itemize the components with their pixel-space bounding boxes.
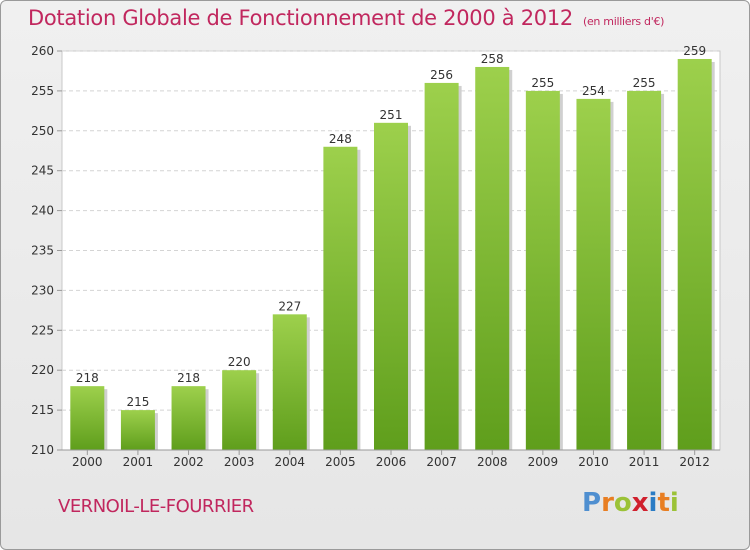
logo-letter: t	[657, 488, 670, 518]
bar	[323, 146, 358, 450]
y-tick-label: 250	[31, 124, 54, 138]
value-label: 248	[329, 132, 352, 146]
y-tick-label: 220	[31, 363, 54, 377]
x-axis-labels: 2000 2001 2002 2003 2004 2005 2006 2007 2008 2009…	[62, 449, 720, 469]
value-label: 215	[126, 395, 149, 409]
commune-name: VERNOIL-LE-FOURRIER	[58, 496, 254, 517]
x-tick-label: 2000	[72, 455, 103, 469]
bar	[627, 90, 662, 451]
proxiti-logo: Proxiti	[582, 488, 679, 518]
x-tick-label: 2012	[679, 455, 710, 469]
value-label: 258	[481, 52, 504, 66]
x-tick-label: 2004	[274, 455, 305, 469]
bar	[70, 386, 105, 450]
x-tick-label: 2003	[224, 455, 255, 469]
logo-letter: i	[648, 488, 658, 518]
bar	[525, 90, 560, 451]
x-tick-label: 2005	[325, 455, 356, 469]
y-tick-label: 235	[31, 244, 54, 258]
logo-letter: o	[613, 488, 632, 518]
chart-title: Dotation Globale de Fonctionnement de 20…	[28, 6, 664, 30]
bars	[70, 58, 715, 451]
x-tick-label: 2010	[578, 455, 609, 469]
bar	[171, 386, 206, 450]
y-axis-labels: 210 215 220 225 230 235 240 245 250 255 260	[31, 44, 54, 457]
logo-letter: r	[601, 488, 614, 518]
value-labels: 218 215 218 220 227 248 251 256 258 255 254 255 259	[76, 44, 706, 409]
value-label: 227	[278, 299, 301, 313]
value-label: 254	[582, 84, 605, 98]
y-tick-label: 225	[31, 323, 54, 337]
title-text: Dotation Globale de Fonctionnement de 20…	[28, 6, 573, 30]
logo-letter: P	[582, 488, 602, 518]
bar	[576, 98, 611, 450]
y-tick-label: 230	[31, 283, 54, 297]
value-label: 218	[177, 371, 200, 385]
value-label: 256	[430, 68, 453, 82]
bar	[120, 410, 155, 450]
y-tick-label: 210	[31, 443, 54, 457]
bar	[222, 370, 257, 450]
x-tick-label: 2001	[123, 455, 154, 469]
y-tick-label: 260	[31, 44, 54, 58]
bar	[272, 314, 307, 450]
unit-label: (en milliers d'€)	[582, 15, 665, 28]
bar	[374, 122, 408, 450]
logo-letter: i	[669, 488, 679, 518]
bar	[677, 58, 712, 450]
y-tick-label: 245	[31, 164, 54, 178]
y-tick-label: 215	[31, 403, 54, 417]
value-label: 220	[228, 355, 251, 369]
x-tick-label: 2002	[173, 455, 204, 469]
x-tick-label: 2011	[629, 455, 660, 469]
value-label: 255	[633, 76, 656, 90]
value-label: 218	[76, 371, 99, 385]
x-tick-label: 2008	[477, 455, 508, 469]
y-tick-label: 255	[31, 84, 54, 98]
value-label: 259	[683, 44, 706, 58]
x-tick-label: 2009	[528, 455, 559, 469]
bar	[475, 66, 510, 451]
y-tick-label: 240	[31, 204, 54, 218]
bar	[424, 82, 459, 451]
x-tick-label: 2007	[426, 455, 457, 469]
value-label: 255	[531, 76, 554, 90]
value-label: 251	[380, 108, 403, 122]
x-tick-label: 2006	[376, 455, 407, 469]
logo-letter: x	[631, 488, 649, 518]
